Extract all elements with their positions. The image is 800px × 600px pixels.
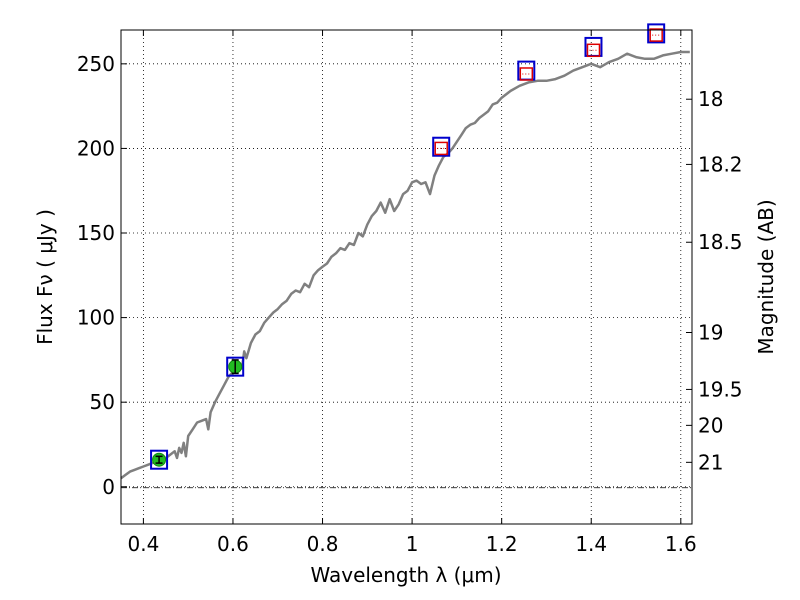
- predicted-flux-marker: [434, 141, 448, 156]
- y-tick-label: 100: [77, 306, 115, 330]
- x-axis-title: Wavelength λ (μm): [310, 563, 501, 587]
- y2-tick-label: 18.5: [698, 230, 743, 254]
- x-tick-label: 1.4: [575, 532, 607, 556]
- y-tick-label: 200: [77, 136, 115, 160]
- y2-tick-label: 18.2: [698, 152, 743, 176]
- y2-tick-label: 18: [698, 87, 723, 111]
- x-tick-label: 1.6: [665, 532, 697, 556]
- model-photometry-box: [432, 136, 451, 157]
- x-tick-label: 1.2: [486, 532, 518, 556]
- x-tick-label: 0.4: [127, 532, 159, 556]
- model-photometry-box: [226, 356, 245, 377]
- ticks: 0.4 0.6 0.8 1 1.2 1.4 1.6 0 50 100 150 200 250 18 18.2…: [77, 30, 743, 556]
- y-tick-label: 50: [90, 390, 115, 414]
- series-layer: [120, 23, 690, 480]
- y-tick-label: 250: [77, 52, 115, 76]
- predicted-flux-marker: [586, 43, 601, 58]
- y2-axis-title: Magnitude (AB): [754, 199, 778, 354]
- y-tick-label: 150: [77, 221, 115, 245]
- y2-tick-label: 20: [698, 413, 723, 437]
- grid: [121, 30, 692, 524]
- y-axis-title: Flux Fν ( μJy ): [33, 209, 57, 345]
- model-spectrum-line: [120, 50, 690, 480]
- predicted-flux-marker: [649, 28, 663, 42]
- model-photometry-box: [647, 23, 666, 44]
- y2-tick-label: 21: [698, 450, 723, 474]
- y-tick-label: 0: [102, 475, 115, 499]
- model-photometry-box: [150, 449, 169, 470]
- plot-frame: [120, 29, 693, 525]
- y2-tick-label: 19.5: [698, 377, 743, 401]
- y2-tick-label: 19: [698, 320, 723, 344]
- x-tick-label: 1: [406, 532, 419, 556]
- x-tick-label: 0.8: [307, 532, 339, 556]
- x-tick-label: 0.6: [217, 532, 249, 556]
- predicted-flux-marker: [519, 67, 534, 81]
